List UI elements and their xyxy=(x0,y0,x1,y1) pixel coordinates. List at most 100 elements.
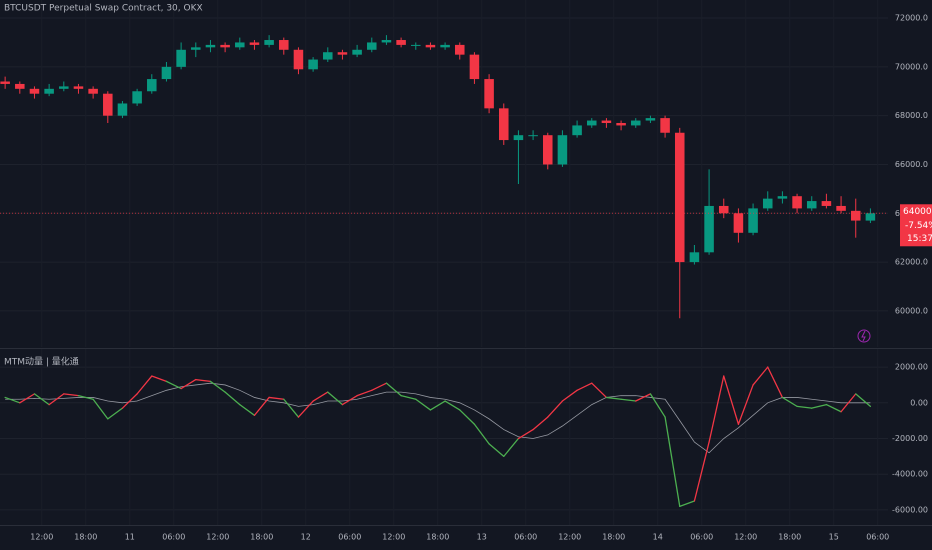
mtm-segment xyxy=(737,384,754,425)
mtm-segment xyxy=(855,393,872,408)
chart-title: BTCUSDT Perpetual Swap Contract, 30, OKX xyxy=(4,4,203,14)
x-tick-label: 06:00 xyxy=(866,533,889,542)
mtm-segment xyxy=(107,407,124,420)
mtm-segment xyxy=(781,396,798,408)
candle-body xyxy=(440,44,450,48)
mtm-segment xyxy=(547,400,564,418)
candle-body xyxy=(0,81,10,84)
candle-body xyxy=(352,49,362,55)
mtm-segment xyxy=(136,375,153,395)
candle-body xyxy=(572,125,582,136)
candle-body xyxy=(337,52,348,55)
candle-body xyxy=(792,196,802,209)
candle-body xyxy=(513,135,524,141)
mtm-segment xyxy=(327,391,344,406)
mtm-segment xyxy=(19,393,36,404)
mtm-segment xyxy=(195,378,212,383)
candle-body xyxy=(777,196,788,199)
candle-body xyxy=(616,122,626,126)
mtm-segment xyxy=(429,400,446,411)
candle-body xyxy=(15,83,25,89)
x-tick-label: 18:00 xyxy=(74,533,97,542)
candle-body xyxy=(718,205,729,214)
candle-body xyxy=(308,59,318,70)
x-tick-label: 06:00 xyxy=(514,533,537,542)
candle-body xyxy=(455,44,465,55)
y-tick-label: 60000.0 xyxy=(895,306,928,315)
candle-body xyxy=(821,201,832,206)
mtm-segment xyxy=(77,395,94,400)
mtm-segment xyxy=(620,398,637,402)
mtm-segment xyxy=(605,396,622,400)
candle-body xyxy=(235,42,245,48)
x-tick-label: 12:00 xyxy=(30,533,53,542)
mtm-segment xyxy=(400,395,417,400)
x-tick-label: 18:00 xyxy=(250,533,273,542)
candle-body xyxy=(44,88,54,94)
mtm-segment xyxy=(488,443,505,458)
mtm-segment xyxy=(840,393,857,413)
mtm-segment xyxy=(767,366,784,399)
mtm-segment xyxy=(371,382,388,391)
mtm-segment xyxy=(283,398,300,418)
candle-body xyxy=(191,47,201,50)
candle-body xyxy=(132,91,142,104)
candle-body xyxy=(733,213,744,233)
candle-body xyxy=(161,66,172,80)
mtm-segment xyxy=(341,395,358,406)
mtm-segment xyxy=(576,382,593,391)
mtm-segment xyxy=(517,428,534,440)
candle-body xyxy=(249,42,260,45)
x-tick-label: 15 xyxy=(829,533,839,542)
mtm-segment xyxy=(693,441,710,502)
countdown-label: 15:37 xyxy=(907,234,932,244)
candle-body xyxy=(293,49,304,70)
x-tick-label: 06:00 xyxy=(338,533,361,542)
mtm-segment xyxy=(356,389,373,397)
x-tick-label: 12:00 xyxy=(206,533,229,542)
candle-body xyxy=(586,120,597,126)
mtm-segment xyxy=(561,389,578,402)
candle-body xyxy=(850,210,861,221)
indicator-title: MTM动量 | 量化通 xyxy=(4,356,79,368)
x-tick-label: 11 xyxy=(125,533,135,542)
alert-icon[interactable] xyxy=(857,329,871,343)
mtm-segment xyxy=(649,393,666,418)
alert-bolt xyxy=(861,330,866,342)
mtm-segment xyxy=(180,378,197,390)
mtm-segment xyxy=(48,393,65,406)
mtm-segment xyxy=(811,403,828,409)
candle-body xyxy=(484,79,494,109)
x-tick-label: 06:00 xyxy=(690,533,713,542)
y-tick-label: 62000.0 xyxy=(895,258,928,267)
x-tick-label: 18:00 xyxy=(426,533,449,542)
y-tick-label: -4000.00 xyxy=(892,470,928,479)
mtm-segment xyxy=(503,437,520,458)
candle-body xyxy=(528,135,538,137)
mtm-segment xyxy=(121,393,138,409)
x-tick-label: 18:00 xyxy=(602,533,625,542)
mtm-segment xyxy=(752,366,769,386)
mtm-segment xyxy=(253,396,270,416)
mtm-segment xyxy=(4,396,21,404)
candle-body xyxy=(865,213,876,221)
candle-body xyxy=(469,54,480,80)
candle-body xyxy=(29,88,40,94)
candle-body xyxy=(762,198,773,209)
candle-body xyxy=(176,49,186,67)
candle-body xyxy=(542,135,553,165)
candle-body xyxy=(411,44,421,46)
mtm-segment xyxy=(679,500,696,507)
mtm-segment xyxy=(63,393,80,397)
labels: 60000.0 62000.0 64000.0 66000.0 68000.0 70000… xyxy=(30,14,932,542)
grid xyxy=(0,17,888,511)
candle-body xyxy=(630,120,641,126)
y-tick-label: 70000.0 xyxy=(895,62,928,71)
y-tick-label: 72000.0 xyxy=(895,14,928,23)
mtm-segment xyxy=(635,393,652,402)
x-tick-label: 18:00 xyxy=(778,533,801,542)
candle-body xyxy=(836,205,846,211)
